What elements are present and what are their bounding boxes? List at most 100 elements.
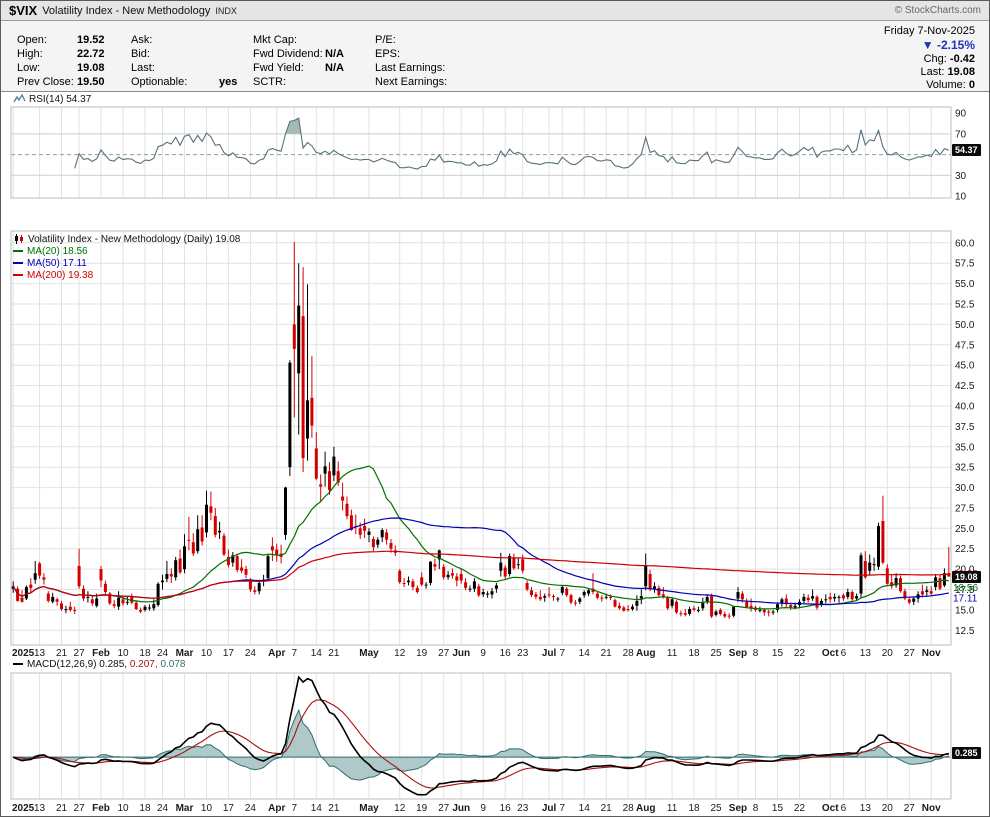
- svg-text:27: 27: [904, 648, 916, 659]
- svg-text:27.5: 27.5: [955, 503, 975, 514]
- svg-text:16: 16: [500, 803, 512, 814]
- percent-change: ▼ -2.15%: [921, 38, 975, 52]
- quote-row: Fwd Dividend: N/A: [253, 47, 344, 61]
- svg-text:18: 18: [688, 803, 700, 814]
- svg-text:21: 21: [56, 648, 68, 659]
- svg-text:40.0: 40.0: [955, 401, 975, 412]
- svg-text:21: 21: [328, 648, 340, 659]
- quote-label: Last:: [131, 62, 155, 74]
- quote-label: EPS:: [375, 48, 401, 60]
- copyright-link[interactable]: © StockCharts.com: [894, 5, 981, 16]
- quote-row: High: 22.72: [17, 47, 105, 61]
- svg-text:30: 30: [955, 171, 967, 182]
- quote-row: Next Earnings:: [375, 75, 459, 89]
- svg-text:Sep: Sep: [729, 648, 747, 659]
- svg-text:7: 7: [292, 648, 298, 659]
- rsi-plot: [11, 117, 951, 176]
- svg-text:10: 10: [201, 648, 213, 659]
- quote-label: Low:: [17, 62, 41, 74]
- svg-text:70: 70: [955, 129, 967, 140]
- quote-change-block: Friday 7-Nov-2025 ▼ -2.15% Chg: -0.42 La…: [884, 24, 975, 92]
- svg-text:Nov: Nov: [922, 648, 941, 659]
- svg-text:20: 20: [882, 803, 894, 814]
- svg-text:14: 14: [579, 803, 591, 814]
- ma50-legend: MA(50) 17.11: [13, 258, 240, 270]
- macd-line-icon: [13, 663, 23, 666]
- quote-label: Prev Close:: [17, 76, 74, 88]
- svg-text:Aug: Aug: [636, 803, 655, 814]
- svg-text:13: 13: [860, 803, 872, 814]
- symbol: $VIX: [9, 3, 38, 18]
- svg-text:13: 13: [860, 648, 872, 659]
- svg-text:27: 27: [74, 648, 86, 659]
- svg-text:19: 19: [416, 648, 428, 659]
- svg-text:15.0: 15.0: [955, 605, 975, 616]
- macd-value-tag: 0.285: [952, 747, 981, 759]
- svg-text:18.56: 18.56: [953, 583, 978, 594]
- svg-text:16: 16: [500, 648, 512, 659]
- svg-text:27: 27: [904, 803, 916, 814]
- svg-text:12: 12: [394, 648, 406, 659]
- quote-label: Bid:: [131, 48, 150, 60]
- svg-text:27: 27: [74, 803, 86, 814]
- quote-label: Next Earnings:: [375, 76, 448, 88]
- ma-overlays: [12, 465, 949, 610]
- svg-text:13: 13: [34, 648, 46, 659]
- svg-text:17.11: 17.11: [953, 594, 978, 605]
- axis-labels: 60.0 57.5 55.0 52.5 50.0 47.5 45.0 42.5 40.0 37.5…: [12, 109, 978, 814]
- svg-text:Nov: Nov: [922, 803, 941, 814]
- quote-date: Friday 7-Nov-2025: [883, 25, 975, 37]
- ma20-line-icon: [13, 250, 23, 253]
- svg-text:10: 10: [955, 191, 967, 202]
- svg-text:55.0: 55.0: [955, 279, 975, 290]
- quote-row: SCTR:: [253, 75, 344, 89]
- quote-summary-panel: Open: 19.52 High: 22.72 Low: 19.08 Prev Clo…: [1, 21, 989, 92]
- svg-text:6: 6: [841, 803, 847, 814]
- panel-borders: [10, 106, 952, 800]
- svg-text:47.5: 47.5: [955, 340, 975, 351]
- quote-row: Volume: 0: [926, 79, 975, 91]
- svg-text:25: 25: [710, 803, 722, 814]
- svg-text:Jun: Jun: [452, 648, 470, 659]
- svg-text:May: May: [359, 648, 379, 659]
- svg-text:27: 27: [438, 803, 450, 814]
- quote-row: P/E:: [375, 33, 459, 47]
- rsi-value-tag: 54.37: [952, 144, 981, 156]
- svg-text:12.5: 12.5: [955, 626, 975, 637]
- svg-text:57.5: 57.5: [955, 259, 975, 270]
- ma200-line-icon: [13, 274, 23, 277]
- svg-text:7: 7: [559, 648, 565, 659]
- svg-text:9: 9: [480, 648, 486, 659]
- quote-label: P/E:: [375, 34, 396, 46]
- svg-text:Jul: Jul: [542, 648, 557, 659]
- ma20-legend: MA(20) 18.56: [13, 246, 240, 258]
- svg-text:2025: 2025: [12, 648, 35, 659]
- svg-text:90: 90: [955, 109, 967, 120]
- svg-text:20: 20: [882, 648, 894, 659]
- quote-column-price: Open: 19.52 High: 22.72 Low: 19.08 Prev Clo…: [17, 33, 105, 89]
- svg-text:10: 10: [117, 648, 129, 659]
- svg-text:18: 18: [139, 803, 151, 814]
- svg-text:14: 14: [311, 803, 323, 814]
- svg-text:30.0: 30.0: [955, 483, 975, 494]
- svg-text:15: 15: [772, 648, 784, 659]
- svg-text:14: 14: [579, 648, 591, 659]
- svg-text:Feb: Feb: [92, 803, 110, 814]
- quote-row: Chg: -0.42: [923, 53, 975, 65]
- svg-text:17: 17: [223, 648, 235, 659]
- candlesticks: [11, 242, 951, 619]
- svg-text:6: 6: [841, 648, 847, 659]
- svg-text:18: 18: [139, 648, 151, 659]
- svg-text:15: 15: [772, 803, 784, 814]
- quote-row: Last:: [131, 61, 237, 75]
- quote-label: Last Earnings:: [375, 62, 446, 74]
- quote-column-bid-ask: Ask: Bid: Last: Optionable: yes: [131, 33, 237, 89]
- svg-text:Mar: Mar: [176, 803, 194, 814]
- macd-plot: [11, 675, 951, 796]
- svg-text:11: 11: [667, 803, 678, 814]
- svg-text:9: 9: [480, 803, 486, 814]
- symbol-name: Volatility Index - New Methodology: [42, 4, 211, 17]
- quote-row: Fwd Yield: N/A: [253, 61, 344, 75]
- quote-row: Bid:: [131, 47, 237, 61]
